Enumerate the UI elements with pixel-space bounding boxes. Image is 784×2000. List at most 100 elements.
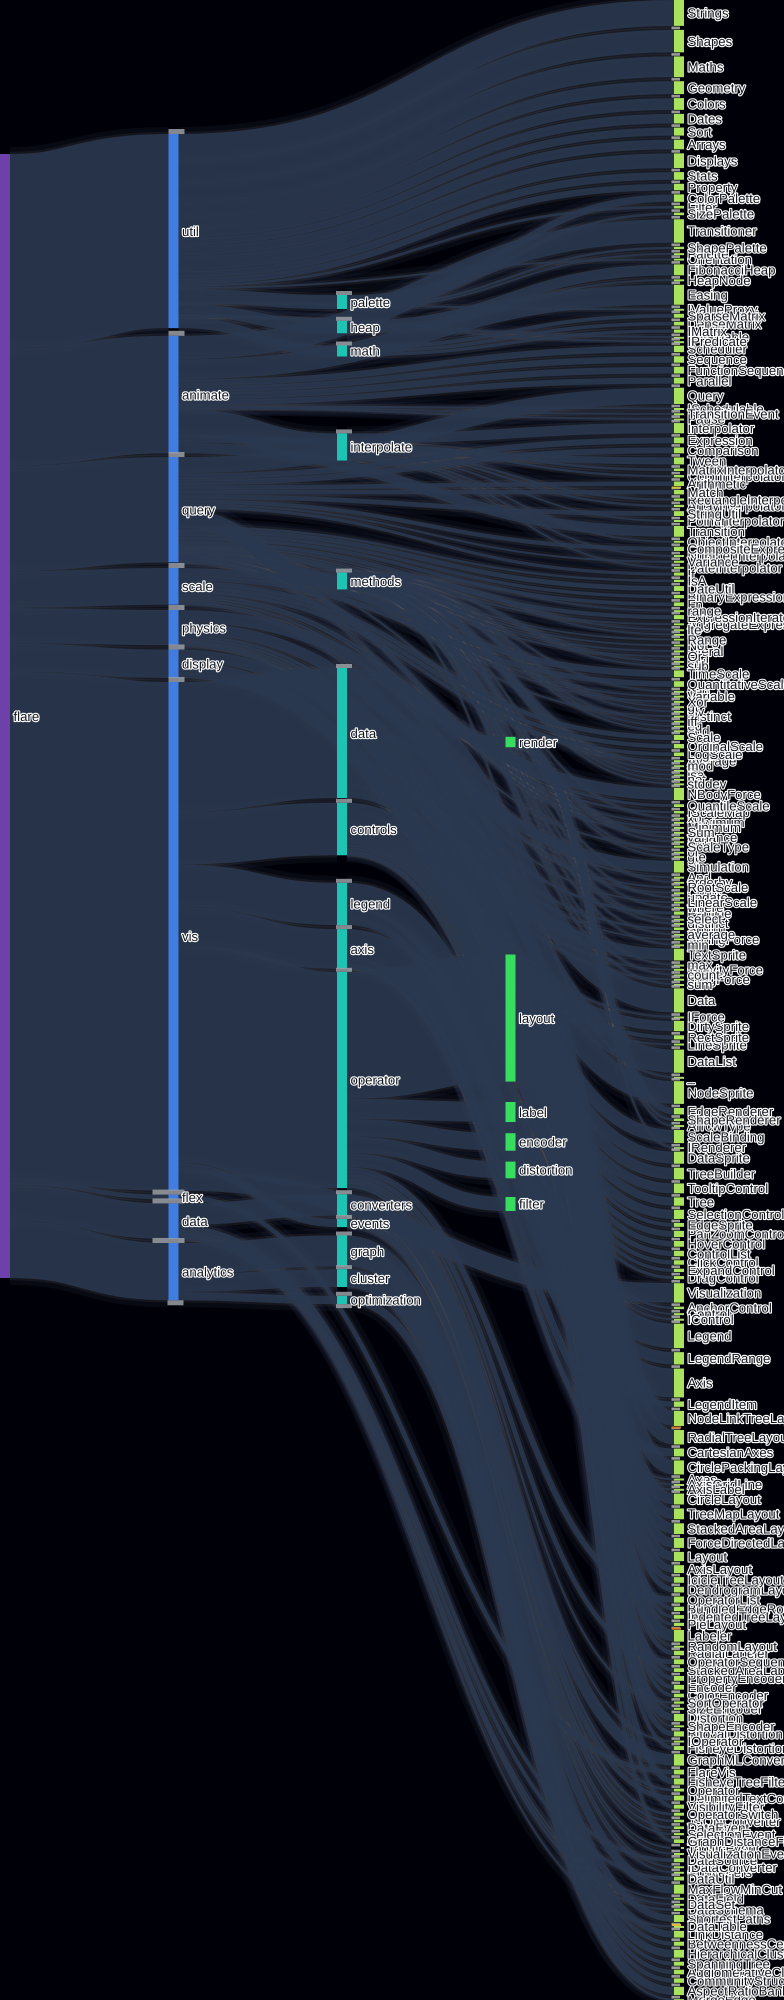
svg-text:Sum: Sum [688,825,715,840]
svg-text:operator: operator [351,1073,401,1088]
svg-text:IEvaluable: IEvaluable [688,330,750,345]
svg-text:Visualization: Visualization [688,1286,762,1301]
svg-text:TooltipEvent: TooltipEvent [688,1841,760,1856]
svg-text:physics: physics [182,620,226,635]
svg-text:Average: Average [688,753,737,768]
svg-text:Converters: Converters [688,1865,753,1880]
svg-text:DelimitedTextConverter: DelimitedTextConverter [688,1791,784,1806]
svg-text:neq: neq [688,684,710,699]
svg-text:Variance: Variance [688,555,739,570]
svg-text:JSONConverter: JSONConverter [688,1814,782,1829]
svg-text:FibonacciHeap: FibonacciHeap [688,263,776,278]
svg-text:NBodyForce: NBodyForce [688,787,761,802]
svg-text:RandomLayout: RandomLayout [688,1639,778,1654]
svg-text:ShapeEncoder: ShapeEncoder [688,1719,776,1734]
svg-text:Spring: Spring [688,921,726,936]
svg-text:Particle: Particle [688,906,732,921]
svg-text:Minimum: Minimum [688,820,741,835]
svg-text:BetweennessCentrality: BetweennessCentrality [688,1936,784,1951]
svg-text:IsA: IsA [688,574,707,589]
svg-text:flex: flex [182,1190,203,1205]
svg-text:eq: eq [688,719,703,734]
svg-text:CirclePackingLayout: CirclePackingLayout [688,1460,784,1475]
svg-text:TreeMapLayout: TreeMapLayout [688,1507,780,1522]
svg-text:animate: animate [182,387,229,402]
svg-text:Labeler: Labeler [688,1629,733,1644]
svg-text:OrdinalScale: OrdinalScale [688,739,764,754]
svg-text:min: min [688,937,709,952]
svg-text:update: update [688,890,728,905]
svg-text:Orientation: Orientation [688,252,753,267]
svg-text:FunctionSequence: FunctionSequence [688,363,784,378]
svg-text:DataUtil: DataUtil [688,1871,735,1886]
svg-text:ShapePalette: ShapePalette [688,241,767,256]
svg-text:Encoder: Encoder [688,1680,738,1695]
svg-text:IDataConverter: IDataConverter [688,1860,778,1875]
svg-text:SpringForce: SpringForce [688,932,760,947]
svg-text:Or: Or [688,649,703,664]
svg-text:Scheduler: Scheduler [688,342,748,357]
svg-text:ClickControl: ClickControl [688,1255,759,1270]
svg-text:IcicleTreeLayout: IcicleTreeLayout [688,1573,784,1588]
svg-text:PointInterpolator: PointInterpolator [688,514,784,529]
svg-text:Distinct: Distinct [688,709,732,724]
svg-text:optimization: optimization [351,1293,421,1308]
svg-text:LinkDistance: LinkDistance [688,1927,764,1942]
svg-text:events: events [351,1216,390,1231]
svg-text:display: display [182,657,223,672]
svg-text:StringUtil: StringUtil [688,506,742,521]
svg-text:legend: legend [351,897,391,912]
svg-text:IForce: IForce [688,1009,725,1024]
svg-text:render: render [519,735,558,750]
svg-text:And: And [688,870,711,885]
svg-text:DataSet: DataSet [688,1897,736,1912]
svg-text:Legend: Legend [688,1329,732,1344]
svg-text:QuantitativeScale: QuantitativeScale [688,677,784,692]
svg-text:Expression: Expression [688,433,753,448]
svg-text:select: select [688,912,723,927]
svg-text:sub: sub [688,659,709,674]
svg-text:TreeBuilder: TreeBuilder [688,1166,756,1181]
svg-text:math: math [351,344,380,359]
svg-text:Arrays: Arrays [688,137,727,152]
svg-text:Control: Control [688,1307,731,1322]
svg-text:lte: lte [688,622,702,637]
svg-text:GraphMLConverter: GraphMLConverter [688,1753,784,1768]
svg-text:Simulation: Simulation [688,859,750,874]
svg-text:Colors: Colors [688,97,727,112]
svg-text:Arithmetic: Arithmetic [688,476,747,491]
svg-text:Xor: Xor [688,694,709,709]
svg-text:DateInterpolator: DateInterpolator [688,560,783,575]
svg-text:DataList: DataList [688,1054,737,1069]
svg-text:scale: scale [182,579,213,594]
svg-text:DragForce: DragForce [688,972,750,987]
svg-text:ScaleType: ScaleType [688,839,750,854]
svg-text:distinct: distinct [688,916,729,931]
svg-text:RectangleInterpolator: RectangleInterpolator [688,492,784,507]
svg-text:MergeEdge: MergeEdge [688,1992,756,2000]
svg-text:DataSprite: DataSprite [688,1150,750,1165]
svg-text:IOperator: IOperator [688,1734,744,1749]
svg-text:NodeSprite: NodeSprite [688,1085,754,1100]
svg-text:DragControl: DragControl [688,1270,759,1285]
svg-text:LegendItem: LegendItem [688,1397,758,1412]
svg-text:Comparison: Comparison [688,443,759,458]
svg-text:vis: vis [182,929,199,944]
svg-text:Tween: Tween [688,454,727,469]
svg-text:Palette: Palette [688,247,729,262]
svg-text:NumberInterpolator: NumberInterpolator [688,549,784,564]
svg-text:RootScale: RootScale [688,880,749,895]
svg-text:FlareVis: FlareVis [688,1765,737,1780]
svg-text:Count: Count [688,885,724,900]
svg-text:IValueProxy: IValueProxy [688,302,759,317]
svg-text:Operator: Operator [688,1783,741,1798]
svg-text:ShapeRenderer: ShapeRenderer [688,1113,782,1128]
svg-text:Transition: Transition [688,524,745,539]
svg-text:DateUtil: DateUtil [688,581,735,596]
svg-text:IControl: IControl [688,1312,734,1327]
svg-text:variance: variance [688,830,738,845]
svg-text:mul: mul [688,654,709,669]
svg-text:DataTable: DataTable [688,1919,747,1934]
svg-text:graph: graph [351,1244,385,1259]
svg-text:Sequence: Sequence [688,352,747,367]
